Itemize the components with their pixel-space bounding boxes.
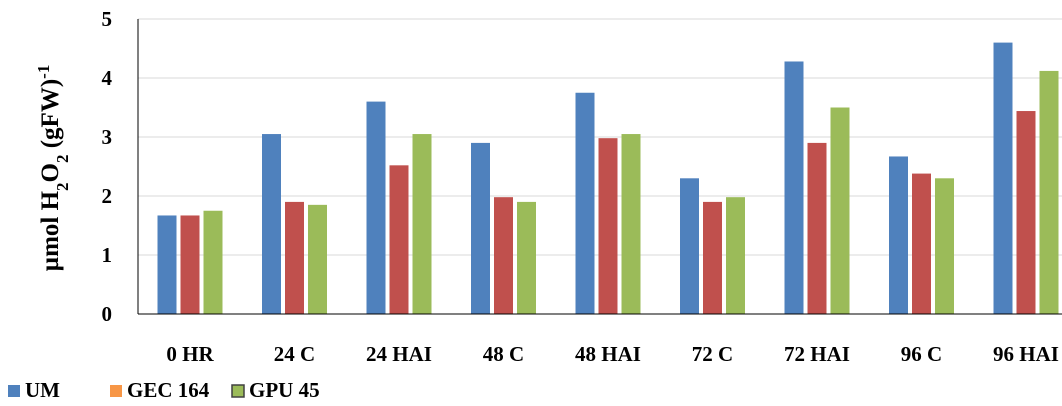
x-category-label-7: 96 C bbox=[901, 342, 942, 366]
x-category-label-0: 0 HR bbox=[166, 342, 214, 366]
bar-um-7 bbox=[889, 156, 908, 314]
y-tick-label-0: 0 bbox=[102, 302, 113, 326]
bar-gpu-45-1 bbox=[308, 205, 327, 314]
legend-swatch-0 bbox=[8, 385, 20, 397]
x-category-label-1: 24 C bbox=[274, 342, 315, 366]
bar-gec-164-6 bbox=[808, 143, 827, 314]
bar-um-2 bbox=[367, 102, 386, 314]
bars bbox=[158, 43, 1059, 314]
x-category-label-4: 48 HAI bbox=[575, 342, 641, 366]
x-category-label-2: 24 HAI bbox=[366, 342, 432, 366]
bar-um-8 bbox=[994, 43, 1013, 314]
y-tick-labels: 0 1 2 3 4 5 bbox=[102, 7, 113, 326]
legend-label-0: UM bbox=[25, 378, 60, 402]
y-tick-label-5: 5 bbox=[102, 7, 113, 31]
bar-gec-164-0 bbox=[181, 215, 200, 314]
bar-gpu-45-2 bbox=[413, 134, 432, 314]
bar-gec-164-2 bbox=[390, 165, 409, 314]
bar-gec-164-8 bbox=[1017, 111, 1036, 314]
x-category-label-5: 72 C bbox=[692, 342, 733, 366]
y-tick-label-4: 4 bbox=[102, 66, 113, 90]
bar-um-4 bbox=[576, 93, 595, 314]
bar-gpu-45-0 bbox=[204, 211, 223, 314]
bar-gpu-45-7 bbox=[935, 178, 954, 314]
bar-um-0 bbox=[158, 215, 177, 314]
bar-um-6 bbox=[785, 61, 804, 314]
bar-gec-164-4 bbox=[599, 138, 618, 314]
x-category-label-3: 48 C bbox=[483, 342, 524, 366]
bar-gec-164-7 bbox=[912, 174, 931, 314]
bar-gec-164-3 bbox=[494, 197, 513, 314]
x-category-label-6: 72 HAI bbox=[784, 342, 850, 366]
legend-label-2: GPU 45 bbox=[249, 378, 320, 402]
bar-um-5 bbox=[680, 178, 699, 314]
legend-swatch-1 bbox=[110, 385, 122, 397]
bar-gpu-45-5 bbox=[726, 197, 745, 314]
bar-gpu-45-4 bbox=[622, 134, 641, 314]
legend: UM GEC 164 GPU 45 bbox=[8, 378, 320, 402]
y-tick-label-3: 3 bbox=[102, 125, 113, 149]
bar-um-1 bbox=[262, 134, 281, 314]
bar-gpu-45-6 bbox=[831, 108, 850, 315]
legend-swatch-2 bbox=[232, 385, 244, 397]
bar-gpu-45-3 bbox=[517, 202, 536, 314]
bar-gec-164-1 bbox=[285, 202, 304, 314]
bar-um-3 bbox=[471, 143, 490, 314]
x-category-labels: 0 HR 24 C 24 HAI 48 C 48 HAI 72 C 72 HAI 96 C 96… bbox=[166, 342, 1059, 366]
bar-gec-164-5 bbox=[703, 202, 722, 314]
y-tick-label-1: 1 bbox=[102, 243, 113, 267]
x-category-label-8: 96 HAI bbox=[993, 342, 1059, 366]
legend-label-1: GEC 164 bbox=[127, 378, 210, 402]
bar-gpu-45-8 bbox=[1040, 71, 1059, 314]
y-axis-label: µmol H2O2 (gFW)-1 bbox=[34, 65, 72, 272]
y-tick-label-2: 2 bbox=[102, 184, 113, 208]
